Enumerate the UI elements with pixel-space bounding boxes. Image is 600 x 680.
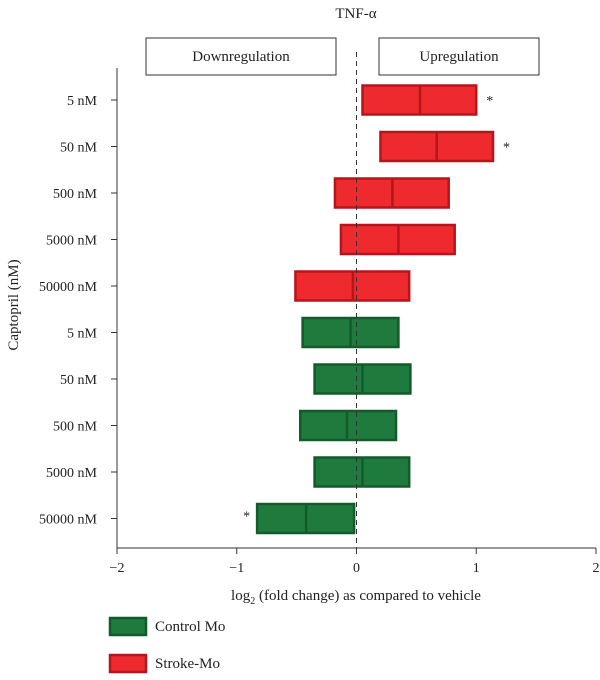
legend-item: Stroke-Mo (108, 653, 220, 674)
x-axis-label: log2 (fold change) as compared to vehicl… (231, 588, 481, 607)
data-row: 50000 nM * (39, 502, 356, 535)
category-label: 500 nM (53, 187, 98, 202)
legend-item: Control Mo (108, 616, 225, 637)
chart-title: TNF-α (335, 6, 376, 22)
x-tick-label: 0 (353, 561, 360, 576)
data-row: 50000 nM (39, 270, 411, 302)
downregulation-box: Downregulation (145, 37, 337, 76)
category-label: 500 nM (53, 420, 98, 435)
data-row: 50 nM (60, 363, 412, 395)
legend-label: Stroke-Mo (155, 656, 220, 672)
x-axis-label-subscript: 2 (250, 596, 255, 607)
rows-group: 5 nM * 50 nM * 500 nM 5000 nM 50000 nM 5 nM 50 n… (39, 84, 510, 535)
category-label: 5000 nM (46, 234, 98, 249)
legend-label: Control Mo (155, 619, 225, 635)
x-tick-label: 2 (593, 561, 600, 576)
y-axis-label: Captopril (nM) (6, 259, 22, 350)
significance-marker: * (486, 94, 493, 109)
category-label: 50000 nM (39, 513, 98, 528)
data-row: 500 nM (53, 409, 398, 442)
data-row: 5000 nM (46, 223, 456, 256)
legend-swatch (108, 653, 148, 674)
data-row: 5 nM (67, 316, 400, 349)
x-axis: −2 −1 0 1 2 (110, 68, 600, 576)
legend-swatch (108, 616, 148, 637)
significance-marker: * (243, 510, 250, 525)
downregulation-label: Downregulation (192, 49, 290, 65)
data-row: 5 nM * (67, 84, 493, 116)
category-label: 5000 nM (46, 466, 98, 481)
category-label: 50 nM (60, 141, 98, 156)
x-tick-label: −1 (229, 561, 244, 576)
data-row: 50 nM * (60, 130, 510, 163)
category-label: 5 nM (67, 94, 98, 109)
data-row: 5000 nM (46, 456, 411, 488)
x-tick-label: 1 (473, 561, 480, 576)
category-label: 5 nM (67, 327, 98, 342)
x-axis-label-rest: (fold change) as compared to vehicle (255, 588, 481, 604)
x-axis-label-log: log (231, 588, 251, 604)
upregulation-box: Upregulation (378, 37, 540, 76)
category-label: 50 nM (60, 373, 98, 388)
legend: Control Mo Stroke-Mo (108, 616, 225, 674)
x-tick-label: −2 (110, 561, 125, 576)
upregulation-label: Upregulation (419, 49, 499, 65)
category-label: 50000 nM (39, 280, 98, 295)
significance-marker: * (503, 141, 510, 156)
data-row: 500 nM (53, 177, 450, 209)
